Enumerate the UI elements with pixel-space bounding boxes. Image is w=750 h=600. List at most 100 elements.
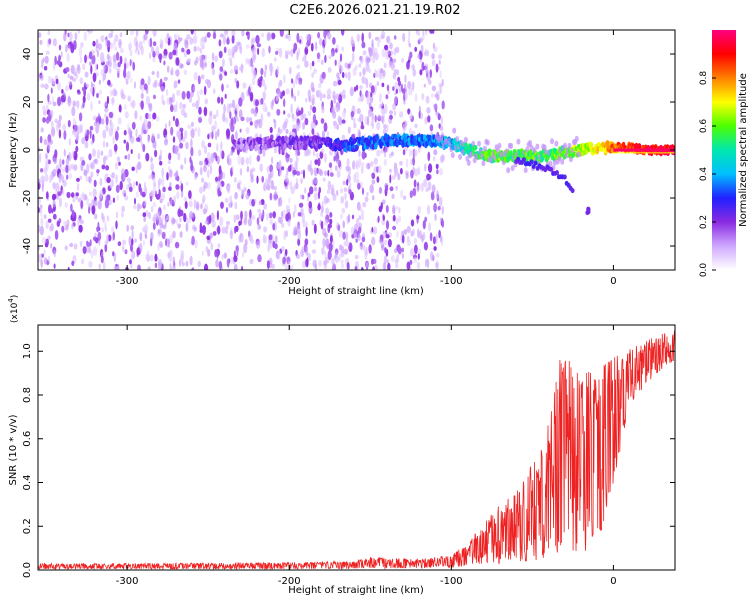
noise-blob (235, 225, 239, 232)
noise-blob (290, 163, 294, 173)
noise-blob (430, 191, 435, 201)
noise-blob (407, 81, 412, 90)
noise-blob (247, 217, 252, 227)
noise-blob (113, 265, 118, 270)
noise-blob (389, 110, 393, 115)
noise-blob (302, 122, 305, 130)
noise-blob (119, 47, 124, 54)
noise-blob (179, 231, 183, 238)
noise-blob (409, 190, 413, 199)
noise-blob (200, 74, 205, 80)
noise-blob (351, 52, 355, 63)
noise-blob (356, 33, 360, 43)
noise-blob (400, 167, 403, 175)
noise-blob (132, 61, 135, 71)
noise-blob (350, 110, 355, 118)
noise-blob (103, 156, 106, 165)
noise-blob (54, 230, 59, 240)
noise-blob (417, 30, 421, 37)
noise-blob (131, 99, 136, 109)
noise-blob (267, 243, 270, 253)
noise-blob (441, 100, 445, 110)
snr-panel: -300 -200 -100 00.00.20.40.60.81.0 Height o… (7, 295, 676, 596)
noise-blob (245, 44, 250, 49)
y-tick-label: 0.8 (22, 387, 33, 403)
noise-blob (104, 107, 109, 113)
noise-blob (322, 132, 325, 138)
noise-blob (337, 79, 342, 85)
noise-blob (44, 173, 49, 182)
noise-blob (101, 164, 106, 170)
noise-blob (96, 169, 100, 174)
noise-blob (415, 30, 419, 35)
noise-blob (129, 50, 133, 57)
noise-blob (216, 158, 220, 163)
noise-blob (74, 124, 78, 132)
noise-blob (214, 55, 218, 63)
noise-blob (344, 62, 349, 69)
noise-blob (165, 88, 169, 97)
noise-blob (89, 129, 92, 139)
noise-blob (218, 50, 223, 59)
noise-blob (371, 179, 376, 185)
noise-blob (177, 152, 181, 161)
noise-blob (158, 189, 161, 199)
signal-halo (455, 136, 460, 142)
noise-blob (373, 157, 378, 165)
noise-blob (288, 34, 291, 42)
noise-blob (191, 235, 195, 246)
noise-blob (105, 165, 110, 171)
noise-blob (43, 139, 48, 146)
noise-blob (412, 68, 417, 77)
noise-blob (198, 106, 202, 115)
noise-blob (381, 30, 386, 39)
noise-blob (206, 182, 211, 190)
noise-blob (313, 186, 318, 192)
noise-blob (102, 64, 106, 72)
noise-blob (218, 175, 221, 182)
noise-blob (297, 89, 300, 97)
noise-blob (209, 232, 214, 239)
noise-blob (309, 62, 312, 71)
noise-blob (96, 49, 99, 58)
noise-blob (423, 241, 428, 251)
noise-blob (398, 207, 401, 214)
noise-blob (385, 94, 389, 100)
noise-blob (77, 63, 80, 72)
noise-blob (404, 74, 407, 84)
noise-blob (354, 64, 358, 71)
noise-blob (128, 186, 133, 192)
noise-blob (342, 89, 346, 95)
noise-blob (80, 42, 84, 48)
noise-blob (278, 250, 281, 261)
noise-blob (97, 149, 101, 159)
noise-blob (404, 83, 407, 90)
x-tick-label: -100 (440, 576, 463, 587)
noise-blob (376, 81, 379, 86)
noise-blob (94, 62, 98, 72)
noise-blob (401, 247, 404, 253)
noise-blob (108, 149, 113, 158)
noise-blob (158, 228, 162, 235)
noise-blob (285, 88, 290, 95)
noise-blob (125, 184, 129, 191)
noise-blob (76, 177, 80, 182)
noise-blob (216, 128, 220, 137)
noise-blob (249, 117, 252, 122)
noise-blob (294, 116, 298, 121)
noise-blob (369, 184, 374, 194)
noise-blob (90, 81, 93, 87)
noise-blob (43, 257, 48, 265)
noise-blob (189, 37, 194, 45)
signal-mark (373, 142, 378, 150)
y-tick-label: 1.0 (22, 343, 33, 359)
noise-blob (431, 53, 435, 60)
noise-blob (408, 30, 411, 39)
noise-blob (50, 120, 54, 129)
noise-blob (262, 149, 266, 157)
noise-blob (197, 260, 201, 268)
noise-blob (421, 93, 425, 100)
snr-multiplier-close: ) (10, 295, 20, 299)
noise-blob (381, 82, 385, 88)
noise-blob (393, 69, 397, 76)
